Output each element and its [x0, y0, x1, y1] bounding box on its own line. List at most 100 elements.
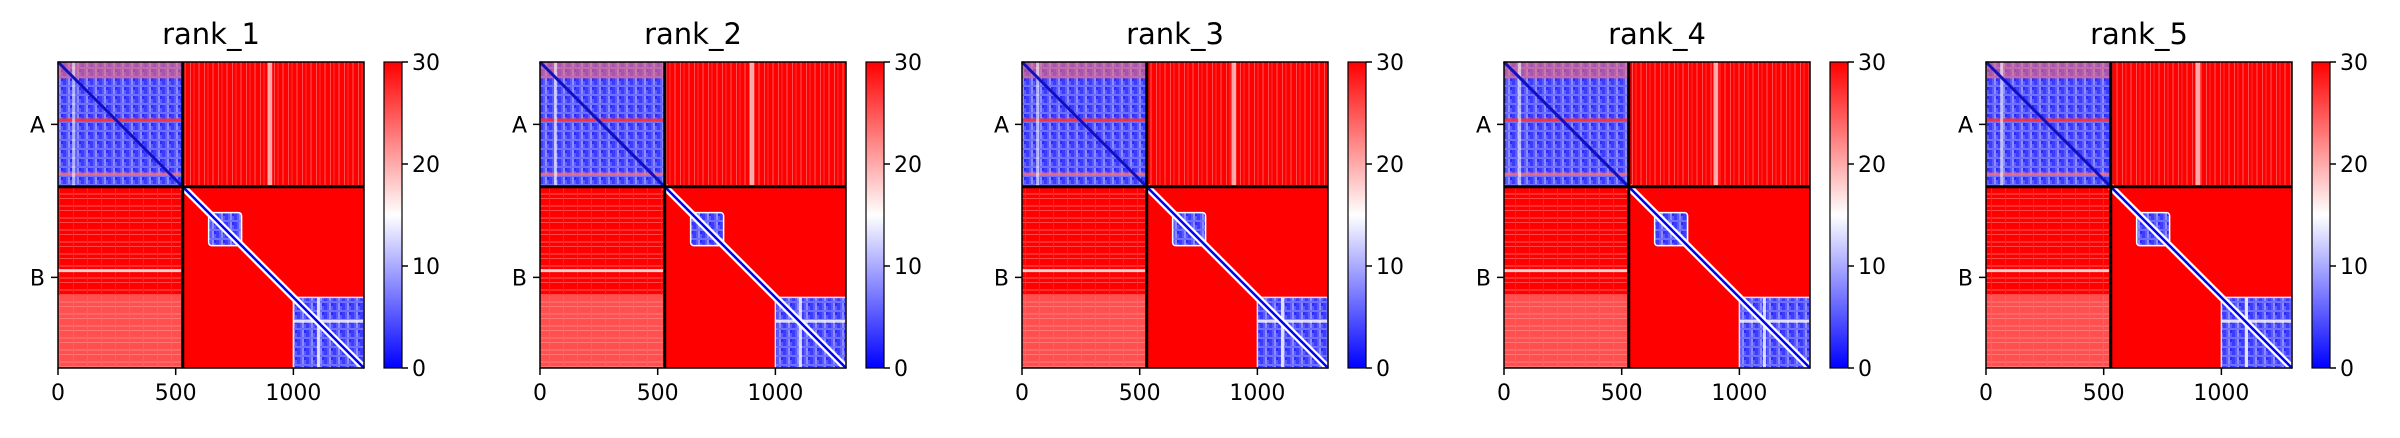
x-tick-label: 1000	[265, 381, 321, 406]
colorbar	[383, 61, 403, 369]
block-b-b-diagonal	[181, 185, 365, 369]
block-b-b-diagonal	[1627, 185, 1811, 369]
block-b-a-stripe	[540, 269, 665, 273]
x-tick-label: 500	[155, 381, 197, 406]
block-a-a-stripe-h	[58, 118, 183, 122]
block-b-b-domain-2-stripe	[293, 319, 364, 323]
x-tick-label: 0	[1979, 381, 1993, 406]
colorbar-tick-label: 30	[1858, 51, 1886, 76]
block-b-b-diagonal	[663, 185, 847, 369]
block-b-a-band	[1504, 295, 1629, 368]
y-tick-label: A	[512, 113, 527, 138]
x-tick-label: 500	[1601, 381, 1643, 406]
panel-3: rank_3 0 500 1000 A B 0 10 20 30	[994, 17, 1404, 406]
block-b-b-domain-2-stripe	[2221, 319, 2292, 323]
colorbar-tick-label: 30	[2340, 51, 2368, 76]
y-tick-label: A	[1958, 113, 1973, 138]
block-b-a-band	[1986, 295, 2111, 368]
block-b-b-domain-2-stripe-v	[2244, 297, 2248, 368]
block-b-a	[540, 186, 665, 368]
x-tick-label: 500	[1119, 381, 1161, 406]
block-b-a-band	[1022, 295, 1147, 368]
block-b-a	[1986, 186, 2111, 368]
colorbar-tick-label: 0	[1376, 357, 1390, 382]
block-a-a-stripe-h	[1504, 118, 1629, 122]
colorbar-tick-label: 10	[894, 255, 922, 280]
y-tick-label: B	[30, 266, 45, 291]
x-tick-label: 1000	[1711, 381, 1767, 406]
y-tick-label: A	[994, 113, 1009, 138]
block-a-b	[182, 62, 364, 187]
block-b-b-domain-2-stripe-v	[316, 297, 320, 368]
block-a-a-stripe-h	[1022, 118, 1147, 122]
block-b-b-domain-2-stripe	[1739, 319, 1810, 323]
chart-title: rank_1	[162, 17, 260, 51]
block-b-a-stripe	[1986, 269, 2111, 273]
axes-frame	[1985, 61, 2293, 369]
block-a-a-stripe-h2	[1504, 172, 1629, 176]
colorbar	[1347, 61, 1367, 369]
block-b-a-band	[58, 295, 183, 368]
block-b-a	[1022, 186, 1147, 368]
block-a-a-stripe-h2	[540, 172, 665, 176]
x-tick-label: 0	[1015, 381, 1029, 406]
block-a-b	[2110, 62, 2292, 187]
block-a-a-stripe-h	[1986, 118, 2111, 122]
block-a-a-top	[1986, 62, 2111, 79]
x-tick-label: 1000	[1229, 381, 1285, 406]
colorbar-tick-label: 10	[2340, 255, 2368, 280]
block-b-a-stripe	[1022, 269, 1147, 273]
y-tick-label: B	[1476, 266, 1491, 291]
block-a-a-stripe-v	[1036, 62, 1040, 187]
block-a-a-top	[1022, 62, 1147, 79]
chart-title: rank_3	[1126, 17, 1224, 51]
colorbar-tick-label: 20	[412, 153, 440, 178]
block-a-a-top	[58, 62, 183, 79]
block-a-a-stripe-h2	[58, 172, 183, 176]
colorbar	[865, 61, 885, 369]
chart-title: rank_2	[644, 17, 742, 51]
x-tick-label: 0	[51, 381, 65, 406]
block-a-b	[1628, 62, 1810, 187]
colorbar-tick-label: 30	[1376, 51, 1404, 76]
block-a-a-diagonal	[1984, 60, 2112, 188]
x-tick-label: 1000	[2193, 381, 2249, 406]
panel-1: rank_1 0 500 1000 A B 0 10 20 30	[30, 17, 440, 406]
colorbar-tick-label: 0	[894, 357, 908, 382]
colorbar-tick-label: 0	[412, 357, 426, 382]
x-tick-label: 500	[2083, 381, 2125, 406]
colorbar-tick-label: 20	[2340, 153, 2368, 178]
block-a-b-stripe	[1231, 62, 1237, 187]
colorbar	[2311, 61, 2331, 369]
block-a-b	[664, 62, 846, 187]
block-a-a-stripe-h2	[1022, 172, 1147, 176]
panel-4: rank_4 0 500 1000 A B 0 10 20 30	[1476, 17, 1886, 406]
block-a-a-top	[1504, 62, 1629, 79]
block-a-b-stripe	[2195, 62, 2201, 187]
block-a-b-stripe	[267, 62, 273, 187]
block-b-a	[58, 186, 183, 368]
colorbar-tick-label: 0	[2340, 357, 2354, 382]
block-b-a-band	[540, 295, 665, 368]
block-a-b	[1146, 62, 1328, 187]
block-b-b-domain-2-stripe-v	[798, 297, 802, 368]
block-a-a-diagonal	[1502, 60, 1630, 188]
block-a-a-diagonal	[1020, 60, 1148, 188]
colorbar	[1829, 61, 1849, 369]
block-a-a-diagonal	[56, 60, 184, 188]
block-a-a-stripe-v	[554, 62, 558, 187]
x-tick-label: 1000	[747, 381, 803, 406]
chart-title: rank_5	[2090, 17, 2188, 51]
y-tick-label: A	[30, 113, 45, 138]
colorbar-tick-label: 30	[412, 51, 440, 76]
axes-frame	[57, 61, 365, 369]
block-b-b-domain-2-stripe	[775, 319, 846, 323]
colorbar-tick-label: 20	[894, 153, 922, 178]
block-b-b-diagonal	[1145, 185, 1329, 369]
block-b-b-domain-2-stripe-v	[1280, 297, 1284, 368]
colorbar-tick-label: 20	[1376, 153, 1404, 178]
block-b-b-domain-2-stripe-v	[1762, 297, 1766, 368]
block-a-a-stripe-v	[72, 62, 76, 187]
block-a-a-stripe-h2	[1986, 172, 2111, 176]
block-b-a-stripe	[58, 269, 183, 273]
